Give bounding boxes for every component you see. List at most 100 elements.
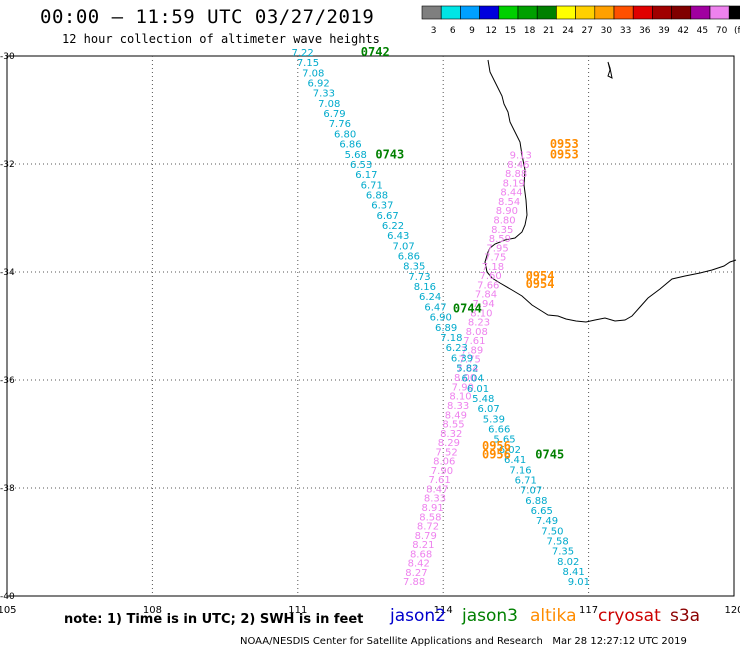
jason3-swh-value: 6.01 [467,384,489,395]
s3a-swh-value: 7.90 [431,466,453,477]
pass-time-label: 0954 [526,277,555,291]
jason3-swh-value: 8.16 [414,282,436,293]
legend-swatch [632,5,653,20]
map-frame [6,55,735,597]
jason3-swh-value: 7.50 [541,526,563,537]
legend-label: 12 [485,26,496,36]
s3a-swh-value: 8.44 [500,188,522,199]
s3a-swh-value: 7.88 [403,577,425,588]
s3a-swh-value: 7.75 [484,253,506,264]
jason3-swh-value: 6.88 [525,496,547,507]
legend-label: 9 [469,26,475,36]
pass-time-label: 0742 [361,45,390,59]
mission-jason2: jason2 [390,606,446,626]
pass-time-label: 0953 [550,148,579,162]
lat-tick-label: -32 [0,160,15,170]
s3a-swh-value: 8.54 [498,197,520,208]
s3a-swh-value: 8.33 [447,401,469,412]
jason3-swh-value: 6.17 [355,170,377,181]
s3a-swh-value: 7.18 [482,262,504,273]
jason3-swh-value: 6.04 [462,374,484,385]
s3a-swh-value: 8.90 [496,206,518,217]
jason3-swh-value: 7.22 [292,48,314,59]
jason3-swh-value: 6.53 [350,160,372,171]
s3a-swh-value: 8.79 [415,531,437,542]
legend-swatch [440,5,461,20]
legend-label: 39 [658,26,670,36]
jason3-swh-value: 6.37 [371,201,393,212]
legend-label: 33 [620,26,631,36]
jason3-swh-value: 7.08 [302,68,324,79]
jason3-swh-value: 6.47 [424,302,446,313]
legend-label: 30 [601,26,613,36]
jason3-swh-value: 6.39 [451,353,473,364]
jason3-swh-value: 6.89 [435,323,457,334]
jason3-swh-value: 7.15 [297,58,319,69]
s3a-swh-value: 8.47 [426,484,448,495]
legend-label: 6 [450,26,456,36]
s3a-swh-value: 7.94 [473,299,495,310]
jason3-swh-value: 6.86 [398,252,420,263]
s3a-swh-value: 8.08 [466,327,488,338]
legend-swatch [517,5,538,20]
legend-swatch [460,5,480,20]
mission-cryosat: cryosat [598,606,661,626]
legend-swatch [671,5,692,20]
pass-time-label: 0745 [535,447,564,461]
s3a-swh-value: 8.32 [440,429,462,440]
jason3-swh-value: 7.07 [392,241,414,252]
lon-tick-label: 120 [724,605,740,616]
jason3-swh-value: 5.65 [493,435,515,446]
jason3-swh-value: 6.71 [515,475,537,486]
lat-lon-grid: 105 108 111 114 117 120 -30 -32 -34 -36 -38 -40 [0,52,740,616]
map-title: 00:00 — 11:59 UTC 03/27/2019 [40,6,375,28]
s3a-swh-value: 7.61 [428,475,450,486]
s3a-swh-value: 7.66 [477,280,499,291]
coastline-west [484,59,737,323]
lat-tick-label: -34 [0,268,15,278]
legend-swatch [652,5,672,20]
s3a-swh-value: 8.49 [445,410,467,421]
jason3-swh-value: 6.80 [334,129,356,140]
legend-label: 42 [677,26,688,36]
s3a-swh-value: 7.61 [463,336,485,347]
legend-label: (ft) [734,26,740,36]
s3a-swh-value: 8.88 [505,169,527,180]
jason3-swh-value: 6.79 [323,109,345,120]
lon-tick-label: 111 [288,605,307,616]
s3a-swh-value: 8.06 [433,457,455,468]
s3a-swh-value: 8.59 [489,234,511,245]
jason3-swh-value: 6.71 [361,180,383,191]
mission-s3a: s3a [670,606,701,626]
legend-swatch [575,5,596,20]
s3a-swh-value: 8.33 [424,494,446,505]
jason3-swh-value: 7.33 [313,89,335,100]
jason3-swh-value: 5.68 [345,150,367,161]
s3a-swh-value: 7.84 [475,290,497,301]
jason3-swh-value: 6.90 [430,313,452,324]
jason3-swh-value: 7.58 [547,536,569,547]
units-note: note: 1) Time is in UTC; 2) SWH is in fe… [64,612,364,627]
jason3-swh-value: 7.16 [509,465,531,476]
jason3-swh-value: 7.35 [552,547,574,558]
jason3-swh-value: 5.82 [456,363,478,374]
legend-swatch [709,5,730,20]
s3a-swh-value: 7.64 [456,364,478,375]
legend-swatch [479,5,500,20]
lon-tick-label: 117 [579,605,598,616]
pass-time-label: 0954 [526,269,555,283]
s3a-swh-value: 8.29 [438,438,460,449]
s3a-swh-value: 8.80 [493,216,515,227]
map-subtitle: 12 hour collection of altimeter wave hei… [62,32,380,46]
pass-time-label: 0953 [550,137,579,151]
s3a-swh-value: 9.13 [510,151,532,162]
legend-label: 36 [639,26,651,36]
jason3-swh-value: 6.66 [488,425,510,436]
s3a-swh-value: 7.75 [459,355,481,366]
pass-time-label: 0956 [482,447,511,461]
jason3-swh-value: 6.22 [382,221,404,232]
s3a-swh-value: 8.23 [468,318,490,329]
s3a-swh-value: 8.00 [454,373,476,384]
jason3-swh-value: 6.02 [499,445,521,456]
